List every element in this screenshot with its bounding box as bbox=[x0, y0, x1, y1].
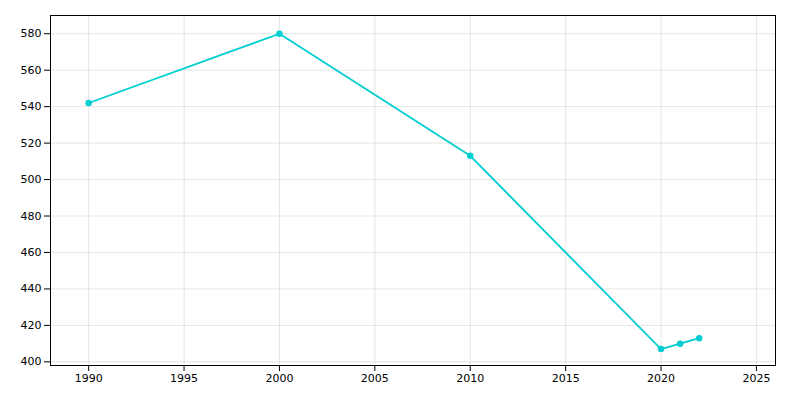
svg-text:1990: 1990 bbox=[75, 372, 103, 385]
svg-text:2005: 2005 bbox=[361, 372, 389, 385]
svg-text:420: 420 bbox=[21, 319, 42, 332]
svg-text:2010: 2010 bbox=[456, 372, 484, 385]
svg-text:2000: 2000 bbox=[265, 372, 293, 385]
svg-text:2015: 2015 bbox=[552, 372, 580, 385]
svg-text:560: 560 bbox=[21, 64, 42, 77]
svg-text:2020: 2020 bbox=[647, 372, 675, 385]
svg-text:400: 400 bbox=[21, 355, 42, 368]
svg-text:520: 520 bbox=[21, 137, 42, 150]
svg-text:440: 440 bbox=[21, 282, 42, 295]
svg-text:500: 500 bbox=[21, 173, 42, 186]
svg-text:540: 540 bbox=[21, 100, 42, 113]
svg-text:2025: 2025 bbox=[742, 372, 770, 385]
svg-text:460: 460 bbox=[21, 246, 42, 259]
svg-text:1995: 1995 bbox=[170, 372, 198, 385]
svg-text:480: 480 bbox=[21, 210, 42, 223]
svg-text:580: 580 bbox=[21, 27, 42, 40]
